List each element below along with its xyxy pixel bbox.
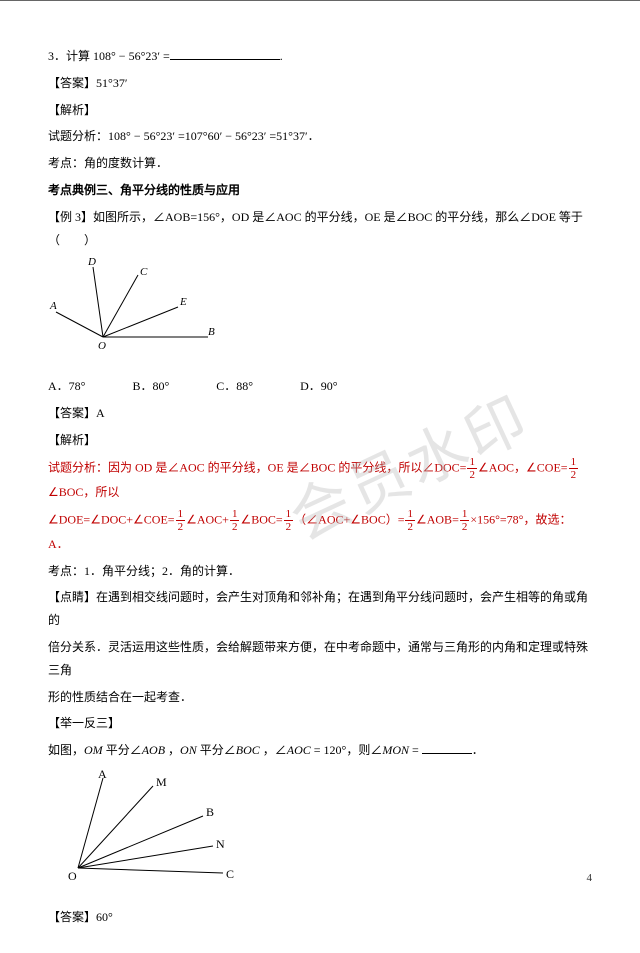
fraction-half-3: 12 [176, 508, 186, 533]
q3-text: 3．计算 108° − 56°23′ = [48, 49, 170, 63]
a2-l2b: ∠AOC+ [186, 512, 229, 526]
diagram1-label-d: D [87, 257, 96, 268]
dianjing-text-1: 在遇到相交线问题时，会产生对顶角和邻补角；在遇到角平分线问题时，会产生相等的角或… [48, 590, 588, 627]
dianjing-line3: 形的性质结合在一起考查． [48, 686, 592, 709]
question-3: 3．计算 108° − 56°23′ =. [48, 45, 592, 68]
diagram1-label-b: B [208, 326, 215, 338]
q3-blank [170, 47, 280, 60]
answer-label: 【答案】 [48, 76, 96, 90]
analysis-1: 试题分析：108° − 56°23′ =107°60′ − 56°23′ =51… [48, 125, 592, 148]
ql-d: AOB [142, 743, 165, 757]
fraction-half-7: 12 [460, 508, 470, 533]
answer-1-value: 51°37′ [96, 76, 127, 90]
page-content: 3．计算 108° − 56°23′ =. 【答案】51°37′ 【解析】 试题… [0, 0, 640, 953]
answer-3: 【答案】60° [48, 906, 592, 929]
diagram2-label-o: O [68, 869, 77, 883]
analysis-2-line1: 试题分析：因为 OD 是∠AOC 的平分线，OE 是∠BOC 的平分线，所以∠D… [48, 456, 592, 504]
ql-f: ON [180, 743, 197, 757]
fraction-half-4: 12 [230, 508, 240, 533]
example-3-label: 【例 3】 [48, 210, 93, 224]
diagram1-label-e: E [179, 296, 187, 308]
ql-n: ． [472, 743, 484, 757]
fraction-half-1: 12 [467, 456, 477, 481]
example-3-text: 如图所示，∠AOB=156°，OD 是∠AOC 的平分线，OE 是∠BOC 的平… [48, 210, 583, 247]
q3-suffix: . [280, 49, 283, 63]
a2-prefix: 试题分析：因为 OD 是∠AOC 的平分线，OE 是∠BOC 的平分线，所以∠D… [48, 460, 466, 474]
answer-2-value: A [96, 406, 105, 420]
analysis-2-line2: ∠DOE=∠DOC+∠COE=12∠AOC+12∠BOC=12（∠AOC+∠BO… [48, 508, 592, 556]
diagram2-label-c: C [226, 867, 234, 881]
diagram2-label-n: N [216, 837, 225, 851]
ql-h: BOC [236, 743, 260, 757]
a2-mid1: ∠AOC，∠COE= [478, 460, 568, 474]
diagram2-label-m: M [156, 775, 167, 789]
ql-g: 平分∠ [197, 743, 236, 757]
fraction-half-2: 12 [569, 456, 579, 481]
diagram1-label-c: C [140, 266, 148, 278]
diagram-1: A D C E B O [48, 257, 592, 365]
choices-row: A．78° B．80° C．88° D．90° [48, 375, 592, 398]
answer-label-2: 【答案】 [48, 406, 96, 420]
kaodian-2: 考点：1．角平分线；2．角的计算． [48, 560, 592, 583]
example-3: 【例 3】如图所示，∠AOB=156°，OD 是∠AOC 的平分线，OE 是∠B… [48, 206, 592, 252]
answer-1: 【答案】51°37′ [48, 72, 592, 95]
choice-a: A．78° [48, 375, 85, 398]
choice-d: D．90° [300, 375, 337, 398]
ql-i: ，∠ [260, 743, 287, 757]
ql-k: = 120°，则∠ [311, 743, 383, 757]
diagram2-label-b: B [206, 805, 214, 819]
ql-a: 如图， [48, 743, 84, 757]
fraction-half-6: 12 [405, 508, 415, 533]
a2-l2c: ∠BOC= [240, 512, 282, 526]
kaodian-label-2: 考点： [48, 564, 84, 578]
dianjing-line2: 倍分关系．灵活运用这些性质，会给解题带来方便，在中考命题中，通常与三角形的内角和… [48, 636, 592, 682]
fraction-half-5: 12 [284, 508, 294, 533]
jiexi-1-label: 【解析】 [48, 99, 592, 122]
diagram-2: A M B N C O [48, 768, 592, 896]
a2-l2d: （∠AOC+∠BOC）= [294, 512, 404, 526]
kaodian-1: 考点：角的度数计算． [48, 152, 592, 175]
answer-label-3: 【答案】 [48, 910, 96, 924]
answer-3-value: 60° [96, 910, 113, 924]
ql-blank [422, 741, 472, 754]
kaodian-2-text: 1．角平分线；2．角的计算． [84, 564, 240, 578]
choice-c: C．88° [216, 375, 253, 398]
ql-m: = [409, 743, 422, 757]
a2-l2e: ∠AOB= [416, 512, 459, 526]
diagram2-label-a: A [98, 768, 107, 781]
ql-e: ， [165, 743, 180, 757]
analysis-label: 试题分析： [48, 129, 108, 143]
diagram1-label-o: O [98, 340, 106, 352]
question-last: 如图，OM 平分∠AOB ，ON 平分∠BOC ，∠AOC = 120°，则∠M… [48, 739, 592, 762]
answer-2: 【答案】A [48, 402, 592, 425]
ql-j: AOC [287, 743, 311, 757]
jiexi-2-label: 【解析】 [48, 429, 592, 452]
diagram1-label-a: A [49, 300, 57, 312]
a2-l2a: ∠DOE=∠DOC+∠COE= [48, 512, 175, 526]
choice-b: B．80° [132, 375, 169, 398]
kaodian-label: 考点： [48, 156, 84, 170]
a2-mid2: ∠BOC，所以 [48, 485, 119, 499]
dianjing-label: 【点睛】 [48, 590, 96, 604]
section-title: 考点典例三、角平分线的性质与应用 [48, 179, 592, 202]
ql-c: 平分∠ [103, 743, 142, 757]
ql-b: OM [84, 743, 103, 757]
analysis-1-text: 108° − 56°23′ =107°60′ − 56°23′ =51°37′． [108, 129, 320, 143]
ql-l: MON [382, 743, 409, 757]
juyi-label: 【举一反三】 [48, 712, 592, 735]
kaodian-1-text: 角的度数计算． [84, 156, 168, 170]
dianjing-line1: 【点睛】在遇到相交线问题时，会产生对顶角和邻补角；在遇到角平分线问题时，会产生相… [48, 586, 592, 632]
page-number: 4 [587, 872, 593, 884]
